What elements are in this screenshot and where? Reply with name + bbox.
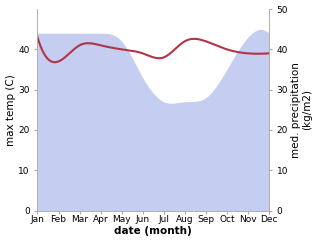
Y-axis label: max temp (C): max temp (C) [5, 74, 16, 146]
X-axis label: date (month): date (month) [114, 227, 192, 236]
Y-axis label: med. precipitation
(kg/m2): med. precipitation (kg/m2) [291, 62, 313, 158]
